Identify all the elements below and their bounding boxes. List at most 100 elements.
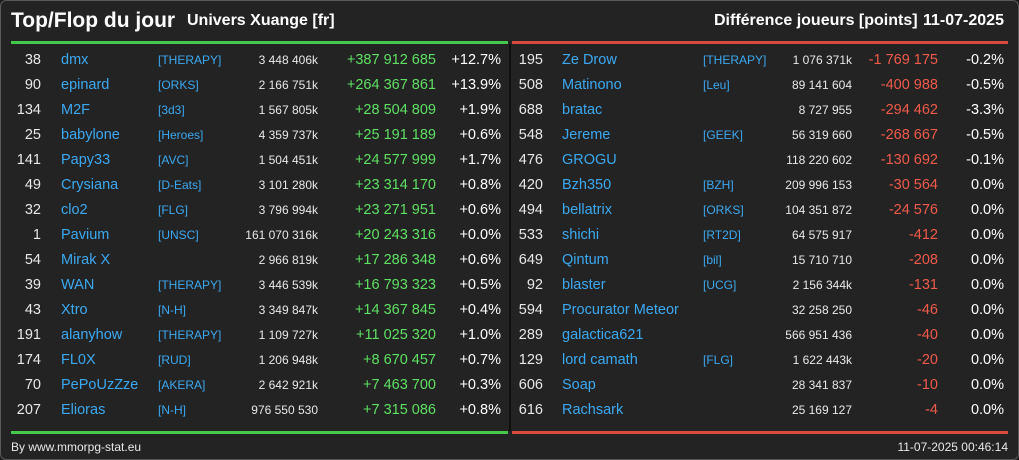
alliance-link[interactable]: [D-Eats] bbox=[158, 178, 202, 192]
rank: 606 bbox=[518, 377, 543, 393]
rank: 49 bbox=[24, 177, 41, 193]
player-link[interactable]: Elioras bbox=[61, 402, 106, 418]
table-row: 508 Matinono [Leu] 89 141 604 -400 988 -… bbox=[512, 73, 1008, 98]
diff-value: +23 271 951 bbox=[354, 202, 436, 218]
alliance-link[interactable]: [UCG] bbox=[703, 278, 737, 292]
diff-value: -400 988 bbox=[880, 77, 938, 93]
flop-accent-line-bottom bbox=[512, 431, 1008, 434]
player-link[interactable]: bratac bbox=[562, 102, 603, 118]
alliance-link[interactable]: [THERAPY] bbox=[158, 278, 222, 292]
percent-value: +0.0% bbox=[459, 227, 501, 243]
rank: 92 bbox=[526, 277, 543, 293]
player-link[interactable]: Crysiana bbox=[61, 177, 119, 193]
diff-value: -24 576 bbox=[888, 202, 938, 218]
player-link[interactable]: epinard bbox=[61, 77, 110, 93]
alliance-link[interactable]: [BZH] bbox=[703, 178, 734, 192]
rank: 420 bbox=[518, 177, 543, 193]
player-link[interactable]: Procurator Meteor bbox=[562, 302, 679, 318]
player-link[interactable]: bellatrix bbox=[562, 202, 612, 218]
percent-value: +0.7% bbox=[459, 352, 501, 368]
alliance-link[interactable]: [ORKS] bbox=[158, 78, 199, 92]
alliance-link[interactable]: [RT2D] bbox=[703, 228, 741, 242]
rank: 476 bbox=[518, 152, 543, 168]
diff-value: -40 bbox=[917, 327, 938, 343]
percent-value: 0.0% bbox=[970, 302, 1004, 318]
diff-value: +8 670 457 bbox=[363, 352, 436, 368]
player-link[interactable]: GROGU bbox=[562, 152, 617, 168]
rank: 191 bbox=[16, 327, 41, 343]
player-link[interactable]: Matinono bbox=[562, 77, 622, 93]
alliance-link[interactable]: [FLG] bbox=[158, 203, 189, 217]
score-value: 2 966 819k bbox=[258, 253, 318, 267]
diff-value: +7 463 700 bbox=[363, 377, 436, 393]
diff-value: +11 025 320 bbox=[356, 327, 436, 343]
player-link[interactable]: Papy33 bbox=[61, 152, 111, 168]
universe-label: Univers Xuange [fr] bbox=[187, 12, 335, 29]
player-link[interactable]: lord camath bbox=[562, 352, 638, 368]
player-link[interactable]: PePoUzZze bbox=[61, 377, 139, 393]
timestamp: 11-07-2025 00:46:14 bbox=[897, 440, 1008, 454]
score-value: 2 166 751k bbox=[258, 78, 318, 92]
score-value: 25 169 127 bbox=[791, 403, 852, 417]
player-link[interactable]: Bzh350 bbox=[562, 177, 612, 193]
player-link[interactable]: shichi bbox=[562, 227, 600, 243]
percent-value: -0.1% bbox=[966, 152, 1004, 168]
alliance-link[interactable]: [N-H] bbox=[158, 403, 186, 417]
alliance-link[interactable]: [N-H] bbox=[158, 303, 186, 317]
player-link[interactable]: Rachsark bbox=[562, 402, 624, 418]
percent-value: -0.5% bbox=[966, 127, 1004, 143]
table-row: 191 alanyhow [THERAPY] 1 109 727k +11 02… bbox=[11, 323, 508, 348]
alliance-link[interactable]: [THERAPY] bbox=[703, 53, 767, 67]
alliance-link[interactable]: [AVC] bbox=[158, 153, 189, 167]
player-link[interactable]: galactica621 bbox=[562, 327, 644, 343]
player-link[interactable]: WAN bbox=[61, 277, 95, 293]
player-link[interactable]: M2F bbox=[61, 102, 90, 118]
player-link[interactable]: Xtro bbox=[61, 302, 88, 318]
alliance-link[interactable]: [Leu] bbox=[703, 78, 730, 92]
player-link[interactable]: babylone bbox=[61, 127, 120, 143]
player-link[interactable]: Qintum bbox=[562, 252, 609, 268]
alliance-link[interactable]: [Heroes] bbox=[158, 128, 204, 142]
alliance-link[interactable]: [bil] bbox=[703, 253, 722, 267]
alliance-link[interactable]: [RUD] bbox=[158, 353, 191, 367]
player-link[interactable]: Ze Drow bbox=[562, 52, 617, 68]
score-value: 1 622 443k bbox=[792, 353, 852, 367]
percent-value: +1.7% bbox=[459, 152, 501, 168]
table-row: 39 WAN [THERAPY] 3 446 539k +16 793 323 … bbox=[11, 273, 508, 298]
alliance-link[interactable]: [THERAPY] bbox=[158, 328, 222, 342]
score-value: 1 109 727k bbox=[258, 328, 318, 342]
alliance-link[interactable]: [3d3] bbox=[158, 103, 185, 117]
table-row: 289 galactica621 566 951 436 -40 0.0% bbox=[512, 323, 1008, 348]
table-row: 174 FL0X [RUD] 1 206 948k +8 670 457 +0.… bbox=[11, 348, 508, 373]
player-link[interactable]: Jereme bbox=[562, 127, 611, 143]
alliance-link[interactable]: [FLG] bbox=[703, 353, 734, 367]
alliance-link[interactable]: [ORKS] bbox=[703, 203, 744, 217]
rank: 508 bbox=[518, 77, 543, 93]
player-link[interactable]: Pavium bbox=[61, 227, 110, 243]
table-row: 616 Rachsark 25 169 127 -4 0.0% bbox=[512, 398, 1008, 423]
diff-value: -10 bbox=[917, 377, 938, 393]
table-row: 38 dmx [THERAPY] 3 448 406k +387 912 685… bbox=[11, 48, 508, 73]
rank: 494 bbox=[518, 202, 543, 218]
table-row: 25 babylone [Heroes] 4 359 737k +25 191 … bbox=[11, 123, 508, 148]
player-link[interactable]: alanyhow bbox=[61, 327, 123, 343]
diff-value: -46 bbox=[917, 302, 938, 318]
diff-value: -268 667 bbox=[880, 127, 938, 143]
alliance-link[interactable]: [AKERA] bbox=[158, 378, 206, 392]
player-link[interactable]: dmx bbox=[61, 52, 89, 68]
player-link[interactable]: clo2 bbox=[61, 202, 88, 218]
percent-value: +1.9% bbox=[459, 102, 501, 118]
alliance-link[interactable]: [THERAPY] bbox=[158, 53, 222, 67]
column-divider bbox=[509, 44, 511, 431]
rank: 688 bbox=[518, 102, 543, 118]
alliance-link[interactable]: [UNSC] bbox=[158, 228, 199, 242]
diff-value: -130 692 bbox=[880, 152, 938, 168]
player-link[interactable]: Soap bbox=[562, 377, 596, 393]
diff-value: -208 bbox=[908, 252, 938, 268]
alliance-link[interactable]: [GEEK] bbox=[703, 128, 744, 142]
table-row: 688 bratac 8 727 955 -294 462 -3.3% bbox=[512, 98, 1008, 123]
player-link[interactable]: blaster bbox=[562, 277, 606, 293]
percent-value: +1.0% bbox=[459, 327, 501, 343]
player-link[interactable]: FL0X bbox=[61, 352, 96, 368]
player-link[interactable]: Mirak X bbox=[61, 252, 111, 268]
